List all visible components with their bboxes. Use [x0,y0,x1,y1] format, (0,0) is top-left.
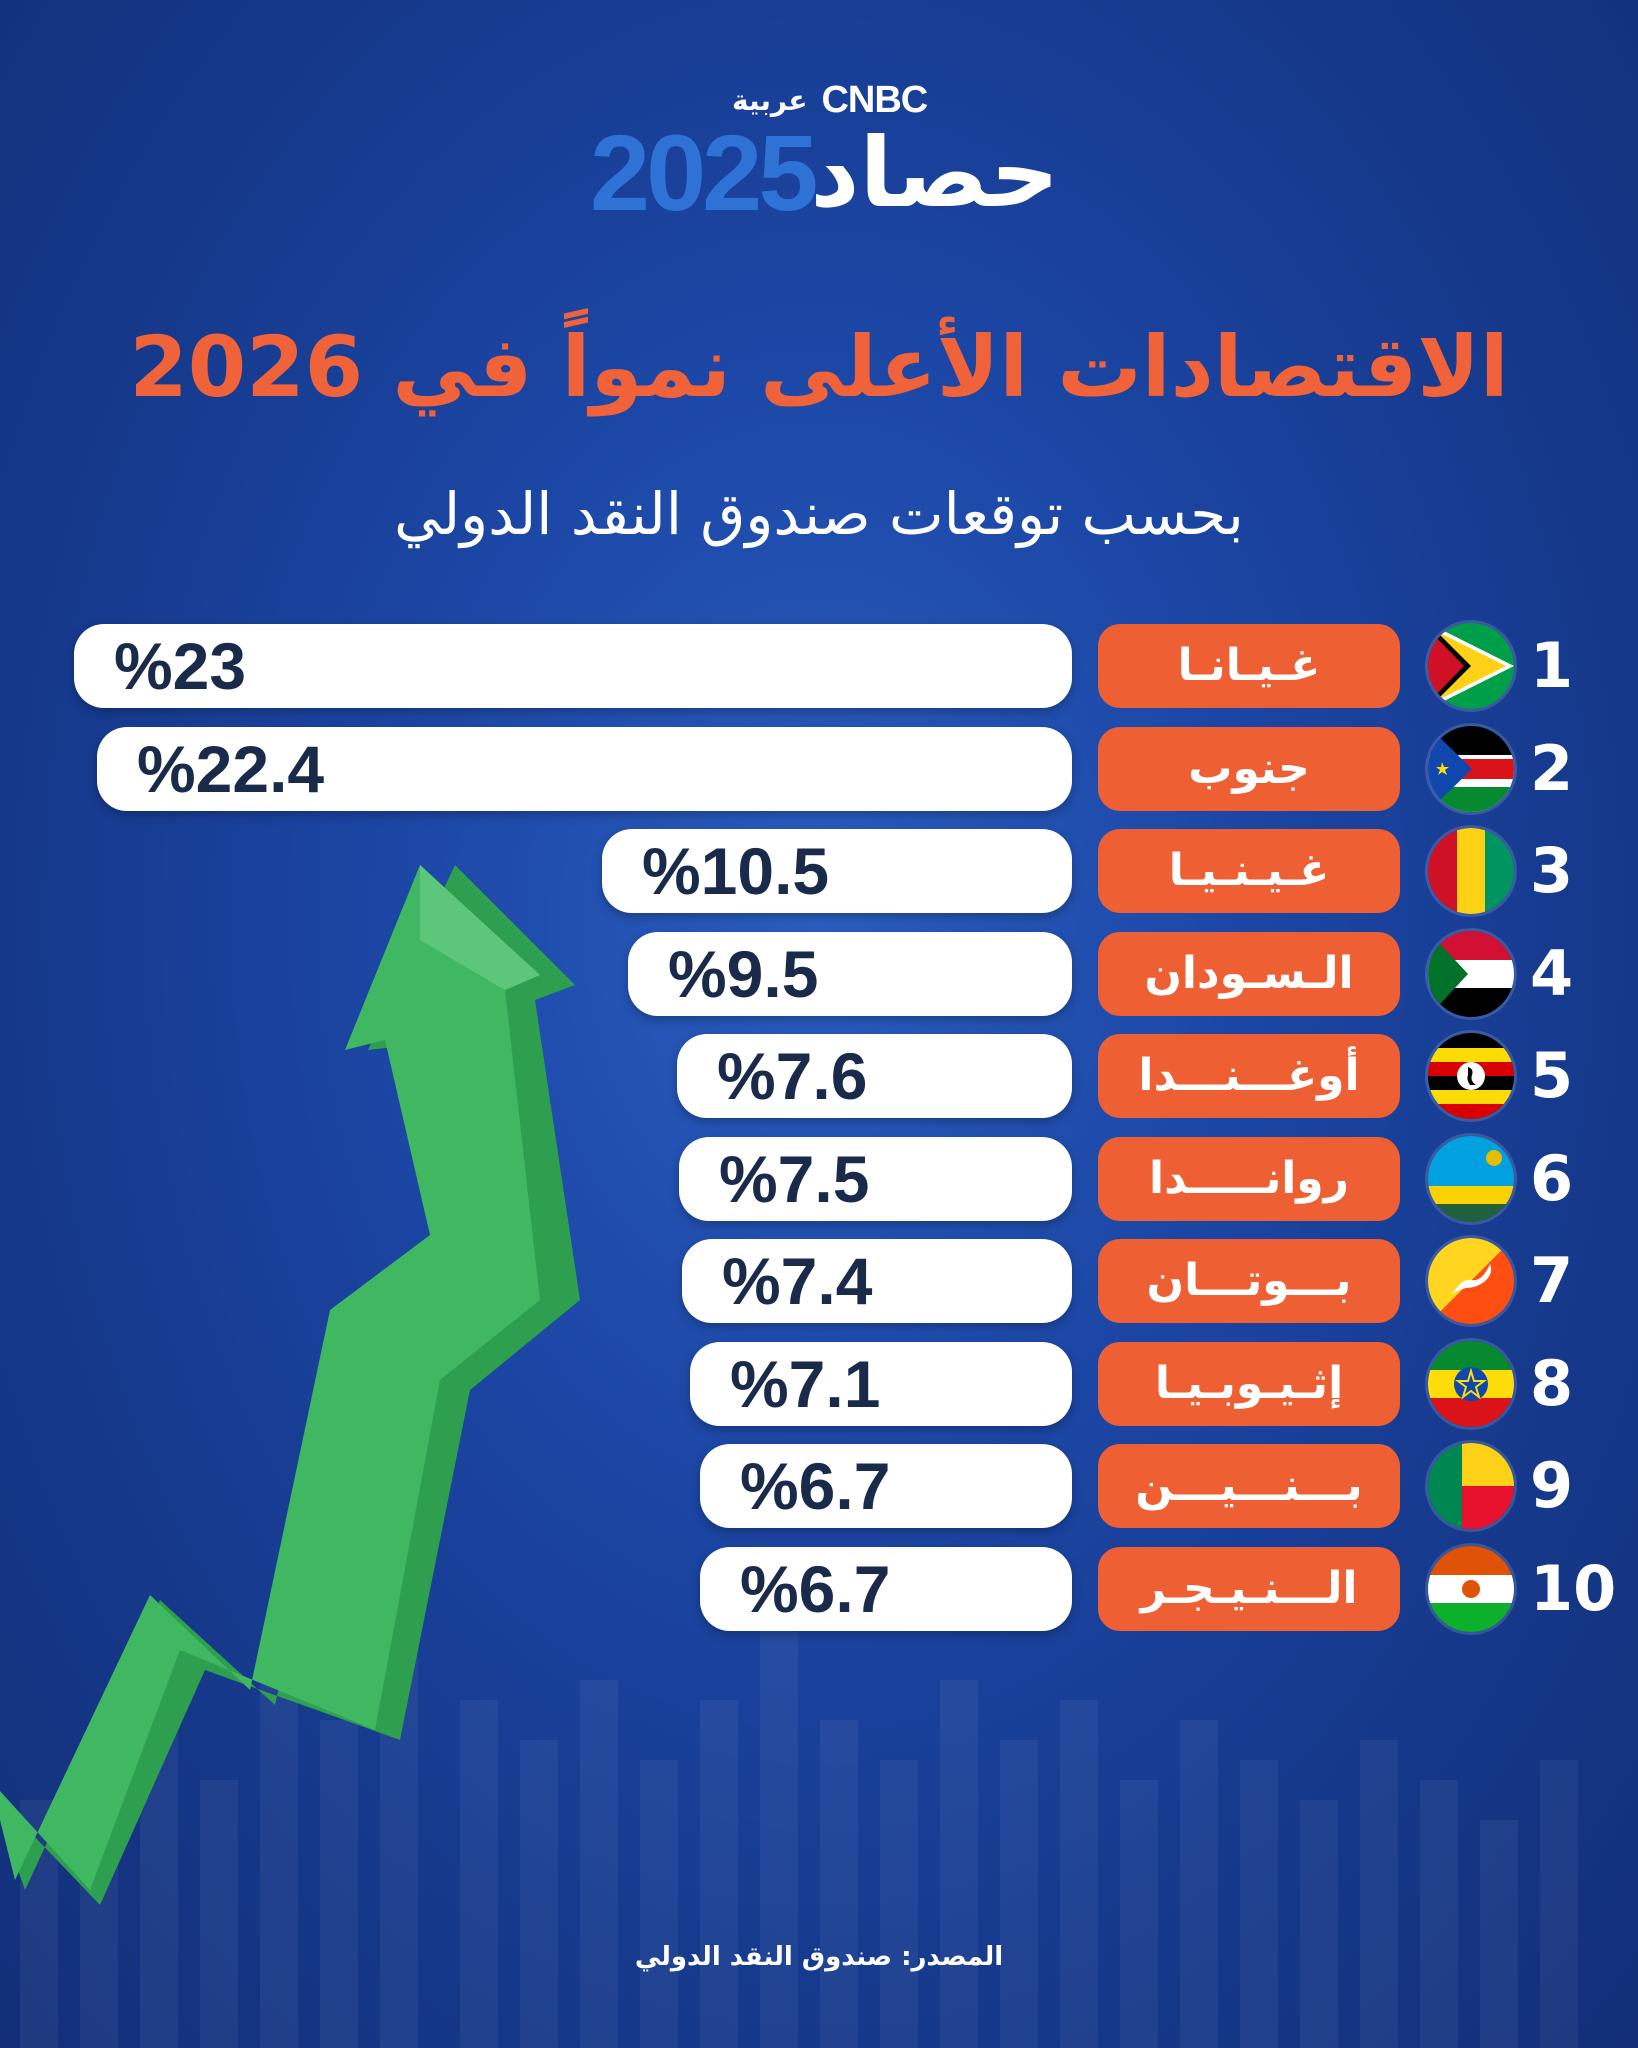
brand-arabic: عربية [732,83,808,117]
rank-number: 1 [1530,629,1574,702]
south-sudan-flag-icon [1428,726,1514,812]
country-name: الـسـودان [1098,932,1400,1016]
source-note: المصدر: صندوق النقد الدولي [634,1942,1004,1972]
value-bar: %23 [74,624,1072,708]
value-bar: %7.1 [690,1342,1072,1426]
value-label: %7.4 [722,1244,873,1318]
value-label: %6.7 [740,1449,891,1523]
value-bar: %7.4 [682,1239,1072,1323]
country-name: جنوب السودان [1098,727,1400,878]
country-name: روانـــــدا [1098,1137,1400,1221]
value-label: %10.5 [642,834,830,908]
niger-flag-icon [1428,1546,1514,1632]
value-bar: %7.5 [679,1137,1072,1221]
page-subtitle: بحسب توقعات صندوق النقد الدولي [394,480,1244,548]
rwanda-flag-icon [1428,1136,1514,1222]
rank-number: 10 [1530,1552,1617,1625]
value-label: %22.4 [137,732,325,806]
value-bar: %6.7 [700,1444,1072,1528]
value-bar: %22.4 [97,727,1072,811]
value-bar: %6.7 [700,1547,1072,1631]
rank-number: 5 [1530,1039,1574,1112]
rank-number: 4 [1530,937,1574,1010]
rank-number: 8 [1530,1347,1574,1420]
value-label: %7.6 [717,1039,868,1113]
benin-flag-icon [1428,1443,1514,1529]
country-name: بـــنـــيـــن [1098,1444,1400,1528]
page-title: الاقتصادات الأعلى نمواً في 2026 [129,318,1509,416]
logo-word: حصاد [810,117,1060,229]
rank-number: 2 [1530,732,1574,805]
guinea-flag-icon [1428,828,1514,914]
ethiopia-flag-icon [1428,1341,1514,1427]
value-label: %7.5 [719,1142,870,1216]
brand-cnbc: CNBC [821,78,928,121]
value-bar: %7.6 [677,1034,1072,1118]
cnbc-logo: عربية CNBC [732,78,1092,122]
rank-number: 7 [1530,1244,1574,1317]
country-name: إثـيـوبـيـا [1098,1342,1400,1426]
bhutan-flag-icon [1428,1238,1514,1324]
value-label: %9.5 [668,937,819,1011]
country-name: أوغـــنـــدا [1098,1034,1400,1118]
value-bar: %9.5 [628,932,1072,1016]
value-label: %7.1 [730,1347,881,1421]
value-label: %6.7 [740,1552,891,1626]
value-label: %23 [114,629,247,703]
rank-number: 9 [1530,1449,1574,1522]
country-name: غـيـنـيـا [1098,829,1400,913]
country-name: الـــنـيـجـر [1098,1547,1400,1631]
value-bar: %10.5 [602,829,1072,913]
logo-year: 2025 [590,112,818,233]
country-name: بـــوتـــان [1098,1239,1400,1323]
rank-number: 3 [1530,834,1574,907]
harvest-logo: 2025 حصاد [590,112,1060,233]
uganda-flag-icon [1428,1033,1514,1119]
guyana-flag-icon [1428,623,1514,709]
sudan-flag-icon [1428,931,1514,1017]
country-name: غـيـانـا [1098,624,1400,708]
rank-number: 6 [1530,1142,1574,1215]
